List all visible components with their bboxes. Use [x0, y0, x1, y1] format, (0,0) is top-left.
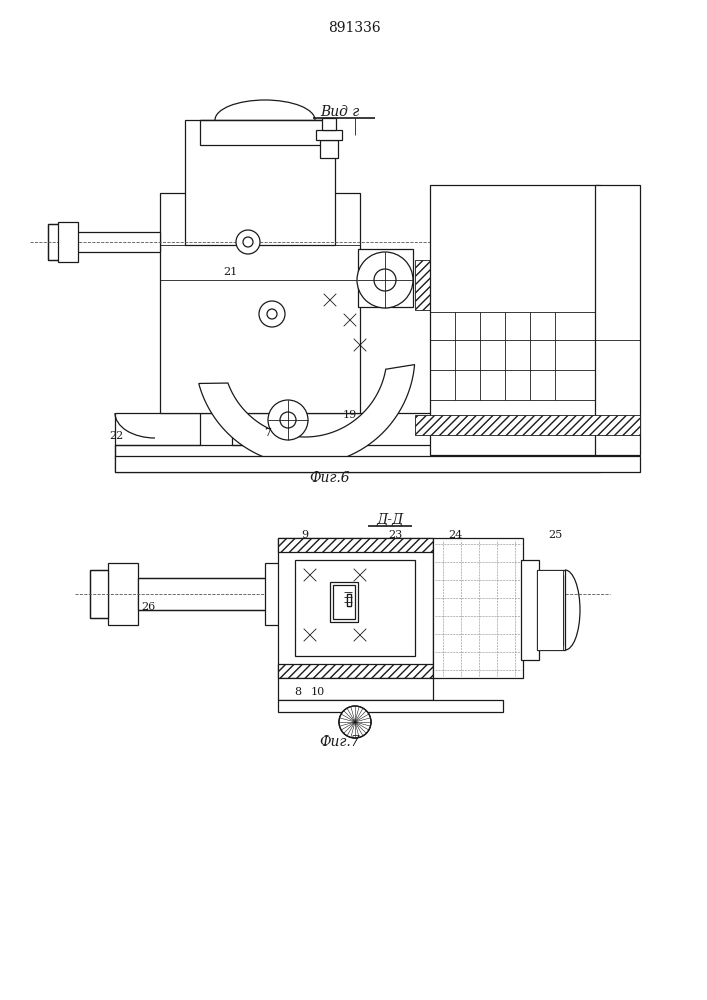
Text: 9: 9	[301, 530, 308, 540]
Text: Д-Д: Д-Д	[376, 512, 404, 526]
Text: 26: 26	[141, 602, 155, 612]
Bar	[595, 185, 640, 455]
Bar	[278, 538, 433, 552]
Bar	[320, 140, 338, 158]
Bar	[322, 118, 336, 130]
Bar	[278, 664, 433, 678]
Bar	[265, 563, 283, 625]
Bar	[200, 120, 330, 145]
Bar	[115, 445, 600, 457]
Bar	[295, 560, 415, 656]
Text: 24: 24	[448, 530, 462, 540]
Circle shape	[357, 252, 413, 308]
Bar	[185, 120, 335, 245]
Bar	[330, 582, 358, 622]
Text: 25: 25	[548, 530, 562, 540]
Bar	[539, 575, 563, 645]
Circle shape	[243, 237, 253, 247]
Circle shape	[259, 301, 285, 327]
Text: 19: 19	[343, 410, 357, 420]
Text: 22: 22	[109, 431, 123, 441]
Bar	[90, 570, 108, 618]
Bar	[415, 260, 470, 310]
Bar	[60, 232, 160, 252]
Bar	[115, 456, 640, 472]
Text: Вид г: Вид г	[320, 105, 360, 119]
Bar	[430, 185, 600, 455]
Bar	[278, 538, 433, 678]
Polygon shape	[537, 570, 563, 650]
Circle shape	[374, 269, 396, 291]
Bar	[333, 585, 355, 619]
Bar	[138, 578, 273, 610]
Bar	[278, 678, 433, 700]
Bar	[537, 570, 565, 650]
Bar	[115, 457, 600, 472]
Bar	[347, 594, 351, 606]
Text: 23: 23	[388, 530, 402, 540]
Bar	[108, 563, 138, 625]
Circle shape	[280, 412, 296, 428]
Text: 7: 7	[264, 428, 271, 438]
Bar	[358, 249, 413, 307]
Bar	[58, 222, 78, 262]
Text: 8: 8	[294, 687, 302, 697]
Bar	[48, 224, 66, 260]
Circle shape	[339, 706, 371, 738]
Bar	[415, 415, 640, 435]
Bar	[433, 538, 523, 678]
Bar	[278, 700, 503, 712]
Circle shape	[267, 309, 277, 319]
Text: 21: 21	[223, 267, 237, 277]
Polygon shape	[199, 365, 414, 465]
Bar	[521, 560, 539, 660]
Text: Фиг.7: Фиг.7	[320, 735, 361, 749]
Bar	[316, 130, 342, 140]
Text: 891336: 891336	[327, 21, 380, 35]
Text: 10: 10	[311, 687, 325, 697]
Bar	[347, 594, 351, 606]
Circle shape	[236, 230, 260, 254]
Text: Фиг.6: Фиг.6	[310, 471, 350, 485]
Circle shape	[268, 400, 308, 440]
Bar	[160, 193, 360, 413]
